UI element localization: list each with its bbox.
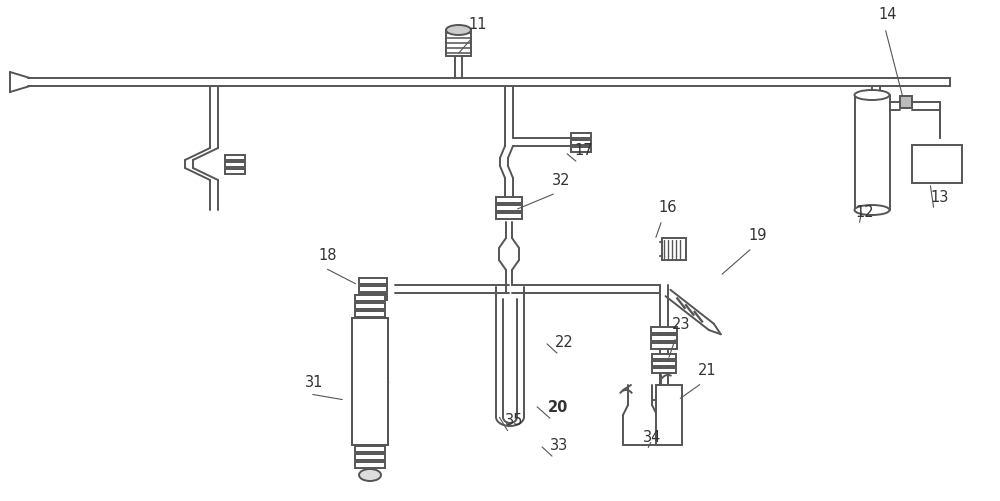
Text: 21: 21 <box>698 363 717 378</box>
Bar <box>912 145 962 183</box>
Bar <box>656 385 682 445</box>
Text: 32: 32 <box>552 173 570 188</box>
Text: 20: 20 <box>548 400 568 415</box>
Bar <box>359 286 387 292</box>
Text: 22: 22 <box>555 335 574 350</box>
Text: 31: 31 <box>305 375 323 390</box>
Text: 13: 13 <box>930 190 948 205</box>
Bar <box>571 139 591 144</box>
Bar <box>662 238 686 260</box>
Bar <box>652 368 676 373</box>
Bar <box>900 96 912 108</box>
Ellipse shape <box>359 469 381 481</box>
Bar <box>651 343 677 349</box>
Ellipse shape <box>854 205 890 215</box>
Bar <box>652 354 676 359</box>
Bar <box>651 327 677 333</box>
Bar <box>446 30 471 56</box>
Bar <box>652 361 676 366</box>
Bar <box>359 278 387 284</box>
Text: 16: 16 <box>658 200 676 215</box>
Bar <box>355 303 385 309</box>
Bar <box>355 295 385 301</box>
Bar <box>355 311 385 317</box>
Text: 18: 18 <box>318 248 336 263</box>
Ellipse shape <box>446 25 471 35</box>
Bar <box>651 335 677 341</box>
Bar <box>571 132 591 137</box>
Text: 34: 34 <box>643 430 661 445</box>
Bar <box>571 146 591 151</box>
Bar <box>496 213 522 219</box>
Bar <box>355 462 385 468</box>
Text: 12: 12 <box>855 205 874 220</box>
Bar <box>355 454 385 460</box>
Bar <box>352 318 388 445</box>
Bar <box>359 294 387 300</box>
Bar <box>496 205 522 211</box>
Text: 19: 19 <box>748 228 767 243</box>
Text: 35: 35 <box>505 413 523 428</box>
Text: 17: 17 <box>574 143 593 158</box>
Bar <box>225 168 245 173</box>
Text: 23: 23 <box>672 317 690 332</box>
Text: 11: 11 <box>468 17 486 32</box>
Bar <box>225 154 245 159</box>
Bar <box>225 161 245 166</box>
Ellipse shape <box>854 90 890 100</box>
Bar <box>355 446 385 452</box>
Text: 14: 14 <box>878 7 896 22</box>
Bar <box>496 197 522 203</box>
Text: 33: 33 <box>550 438 568 453</box>
